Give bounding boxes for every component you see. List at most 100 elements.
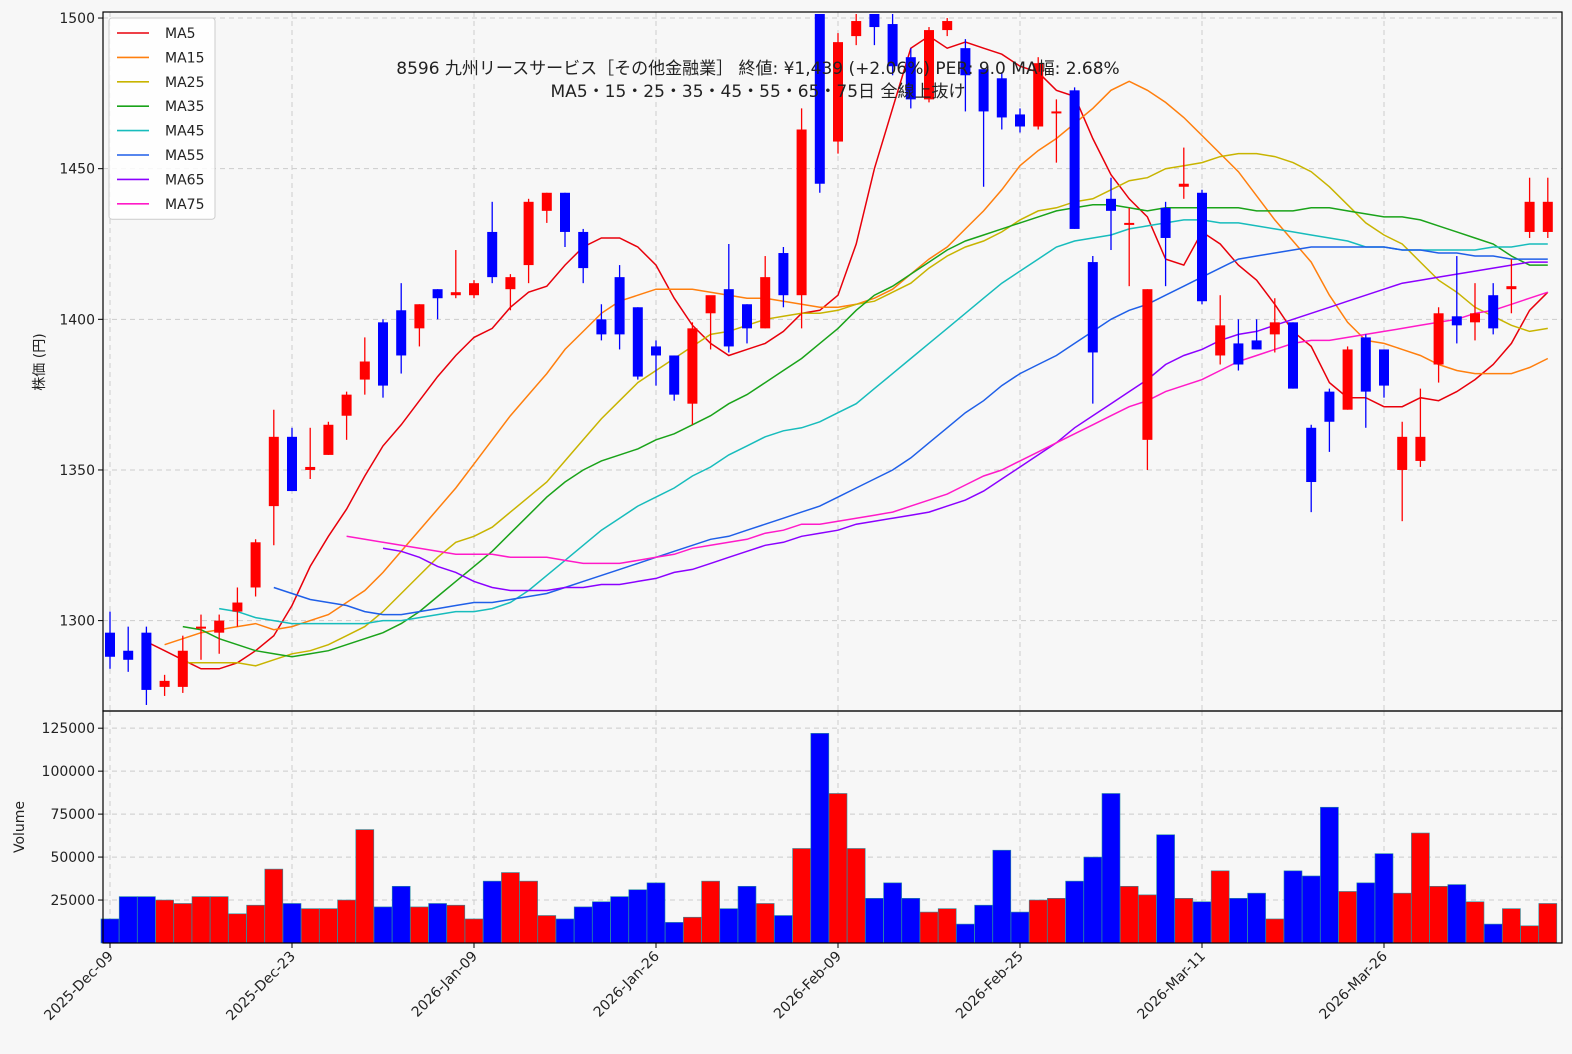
candle-body-18	[432, 289, 443, 299]
volume-bar-60	[1192, 901, 1212, 944]
candle-body-64	[1269, 322, 1280, 335]
candle-body-19	[450, 292, 461, 296]
x-tick-label-3: 2026-Jan-26	[591, 948, 663, 1020]
ma-line-ma35	[182, 204, 1548, 658]
volume-bar-57	[1138, 894, 1157, 944]
volume-bar-12	[319, 908, 338, 944]
legend-label-ma35: MA35	[165, 99, 204, 115]
candle-body-6	[214, 620, 225, 633]
x-tick-label-1: 2025-Dec-23	[223, 949, 298, 1024]
legend-label-ma55: MA55	[165, 148, 204, 164]
candle-body-17	[414, 304, 425, 329]
volume-tick-label-4: 125000	[42, 721, 95, 737]
volume-bar-1	[118, 896, 138, 944]
volume-bar-76	[1483, 923, 1503, 944]
volume-bar-8	[246, 904, 265, 944]
legend-label-ma75: MA75	[165, 197, 204, 213]
candle-body-52	[1051, 111, 1062, 114]
candle-body-22	[505, 277, 516, 290]
candle-body-47	[960, 48, 971, 76]
candle-body-4	[177, 650, 188, 687]
volume-bar-31	[664, 922, 684, 944]
volume-bar-42	[865, 898, 884, 944]
candle-body-42	[869, 14, 880, 28]
volume-bar-20	[464, 918, 484, 944]
volume-bar-17	[410, 906, 429, 944]
candle-body-49	[996, 78, 1007, 118]
candle-body-13	[341, 394, 352, 416]
volume-bar-54	[1083, 856, 1103, 944]
volume-bar-34	[719, 908, 739, 944]
candle-body-28	[614, 277, 625, 335]
candle-body-41	[851, 21, 862, 37]
candle-body-44	[905, 57, 916, 100]
candle-body-21	[487, 231, 498, 278]
volume-bar-19	[446, 904, 466, 944]
candle-body-45	[924, 30, 934, 100]
candle-body-36	[760, 277, 771, 329]
price-grid	[103, 12, 1562, 711]
candle-body-63	[1251, 340, 1262, 350]
volume-bar-27	[592, 901, 611, 944]
candle-body-57	[1142, 289, 1153, 440]
volume-bar-66	[1301, 875, 1321, 944]
volume-bar-40	[828, 793, 848, 944]
chart-title-line1: 8596 九州リースサービス［その他金融業］ 終値: ¥1,439 (+2.06…	[396, 59, 1119, 79]
volume-bar-30	[646, 882, 666, 944]
price-tick-label-1: 1350	[59, 463, 95, 479]
candle-body-75	[1470, 313, 1480, 323]
volume-bar-73	[1429, 885, 1448, 944]
volume-bar-21	[482, 880, 502, 944]
volume-bar-24	[537, 915, 557, 944]
volume-bar-41	[846, 848, 866, 944]
x-tick-label-6: 2026-Mar-11	[1135, 949, 1209, 1023]
volume-bar-4	[173, 903, 193, 944]
volume-bar-50	[1010, 911, 1030, 944]
candle-body-73	[1433, 313, 1444, 365]
candle-body-0	[105, 632, 115, 657]
candle-body-43	[887, 24, 898, 67]
candle-body-1	[123, 650, 134, 660]
candle-body-71	[1397, 436, 1408, 470]
candle-body-39	[814, 14, 825, 184]
candle-body-68	[1342, 349, 1353, 410]
price-tick-label-0: 1300	[59, 614, 95, 630]
volume-bar-0	[100, 918, 120, 944]
volume-bar-45	[919, 911, 939, 944]
volume-bar-44	[901, 898, 921, 944]
candle-body-62	[1233, 343, 1244, 365]
volume-tick-label-2: 75000	[50, 807, 95, 823]
volume-bar-74	[1447, 884, 1467, 944]
candle-body-2	[141, 632, 152, 690]
volume-bar-69	[1356, 882, 1376, 944]
x-tick-label-4: 2026-Feb-09	[771, 949, 845, 1023]
volume-bar-56	[1119, 885, 1139, 944]
candle-body-9	[268, 436, 279, 507]
volume-bar-10	[282, 903, 302, 944]
volume-bar-36	[755, 903, 775, 944]
volume-y-axis-label: Volume	[12, 801, 28, 853]
volume-bar-13	[337, 899, 356, 944]
candle-body-32	[687, 328, 698, 404]
x-ticks: 2025-Dec-09 2025-Dec-23 2026-Jan-09 2026-Ja…	[41, 943, 1391, 1024]
volume-bar-79	[1538, 903, 1558, 944]
candle-body-11	[305, 466, 316, 470]
volume-y-ticks: 25000 50000 75000 100000 125000	[42, 721, 103, 909]
volume-bar-15	[373, 906, 393, 944]
candle-body-76	[1488, 295, 1499, 329]
volume-bar-29	[628, 889, 648, 944]
volume-bar-28	[610, 896, 629, 944]
volume-bar-64	[1265, 918, 1285, 944]
volume-bar-72	[1411, 832, 1430, 944]
candle-body-56	[1124, 222, 1135, 225]
volume-bar-65	[1283, 870, 1303, 944]
candle-body-53	[1069, 90, 1080, 229]
candle-body-26	[578, 231, 589, 269]
candle-body-30	[651, 346, 661, 356]
candle-body-5	[196, 626, 206, 629]
volume-bar-18	[428, 903, 447, 944]
ma-line-ma75	[346, 291, 1549, 565]
volume-bar-11	[300, 908, 320, 944]
volume-bar-6	[209, 896, 229, 944]
volume-bar-70	[1374, 853, 1394, 944]
